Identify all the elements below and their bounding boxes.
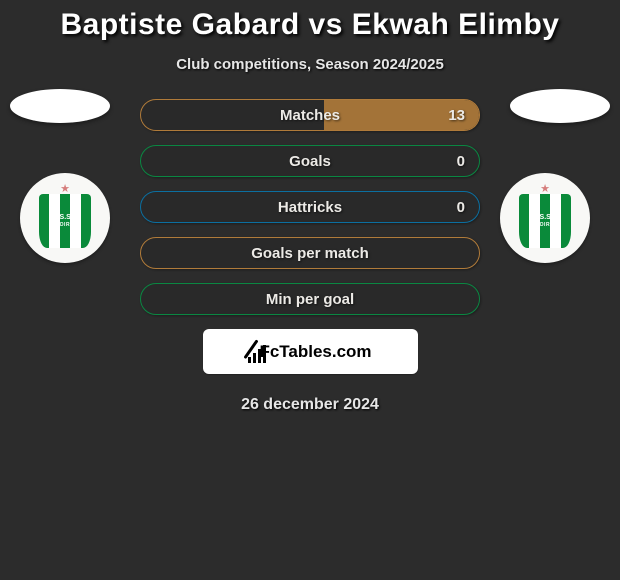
bars-icon [248, 341, 253, 363]
stat-label: Goals per match [251, 245, 369, 262]
shield-icon: A.S.S.E LOIRE [519, 194, 571, 248]
stat-rows: Matches 13 Goals 0 Hattricks 0 Goals per match… [140, 99, 480, 315]
branding-badge: FcTables.com [203, 329, 418, 374]
branding-text: FcTables.com [259, 342, 371, 362]
date-label: 26 december 2024 [0, 396, 620, 414]
crest-sublabel: LOIRE [536, 223, 554, 228]
crest-label: A.S.S.E [53, 214, 78, 221]
crest-label: A.S.S.E [533, 214, 558, 221]
stat-row: Matches 13 [140, 99, 480, 131]
crest-sublabel: LOIRE [56, 223, 74, 228]
club-circle: ★ A.S.S.E LOIRE [20, 173, 110, 263]
comparison-content: ★ A.S.S.E LOIRE ★ A.S.S.E LOIRE [0, 99, 620, 414]
stat-label: Min per goal [266, 291, 354, 308]
stat-label: Matches [280, 107, 340, 124]
stat-row: Min per goal [140, 283, 480, 315]
page-title: Baptiste Gabard vs Ekwah Elimby [0, 0, 620, 42]
stat-label: Hattricks [278, 199, 342, 216]
stat-row: Hattricks 0 [140, 191, 480, 223]
bar-icon [248, 357, 251, 363]
bar-icon [253, 353, 256, 363]
stat-value-right: 13 [448, 107, 465, 124]
club-crest-icon: ★ A.S.S.E LOIRE [39, 188, 91, 248]
shield-icon: A.S.S.E LOIRE [39, 194, 91, 248]
stat-label: Goals [289, 153, 331, 170]
page-subtitle: Club competitions, Season 2024/2025 [0, 56, 620, 73]
avatar-ellipse-icon [10, 89, 110, 123]
stat-value-right: 0 [457, 153, 465, 170]
club-right-badge: ★ A.S.S.E LOIRE [500, 173, 600, 273]
club-crest-icon: ★ A.S.S.E LOIRE [519, 188, 571, 248]
stat-value-right: 0 [457, 199, 465, 216]
club-left-badge: ★ A.S.S.E LOIRE [20, 173, 120, 273]
arrow-icon [244, 339, 259, 359]
stat-row: Goals 0 [140, 145, 480, 177]
club-circle: ★ A.S.S.E LOIRE [500, 173, 590, 263]
avatar-ellipse-icon [510, 89, 610, 123]
stat-row: Goals per match [140, 237, 480, 269]
